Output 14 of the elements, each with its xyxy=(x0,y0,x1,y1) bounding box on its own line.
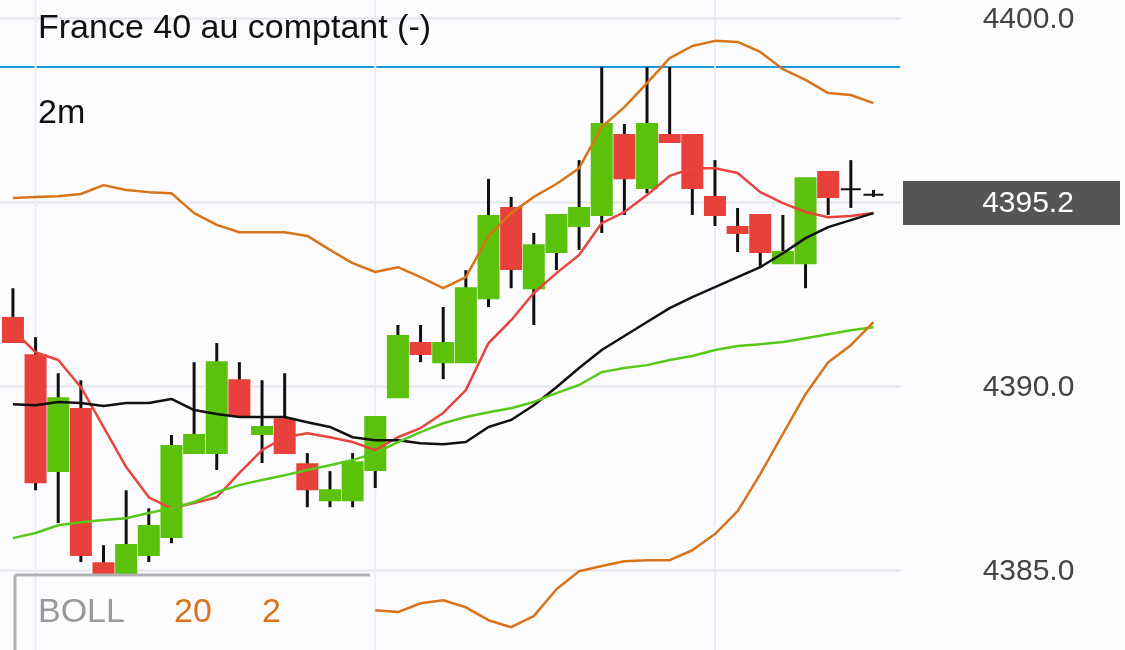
text: 2m xyxy=(38,92,86,130)
annotation: 20 xyxy=(174,591,212,629)
line-series xyxy=(11,325,875,540)
chart-title: France 40 au comptant (-) xyxy=(38,7,432,45)
candlestick xyxy=(409,325,432,364)
text: 4395.2 xyxy=(982,185,1074,218)
y-tick-label: 4385.0 xyxy=(982,552,1075,586)
candlestick xyxy=(839,160,862,208)
y-tick-label: 4400.0 xyxy=(982,0,1075,34)
candlestick xyxy=(92,545,115,575)
annotation: BOLL xyxy=(38,591,125,629)
line-series xyxy=(374,320,875,629)
annotation: 2 xyxy=(262,591,281,629)
y-tick-label: 4390.0 xyxy=(982,368,1075,402)
